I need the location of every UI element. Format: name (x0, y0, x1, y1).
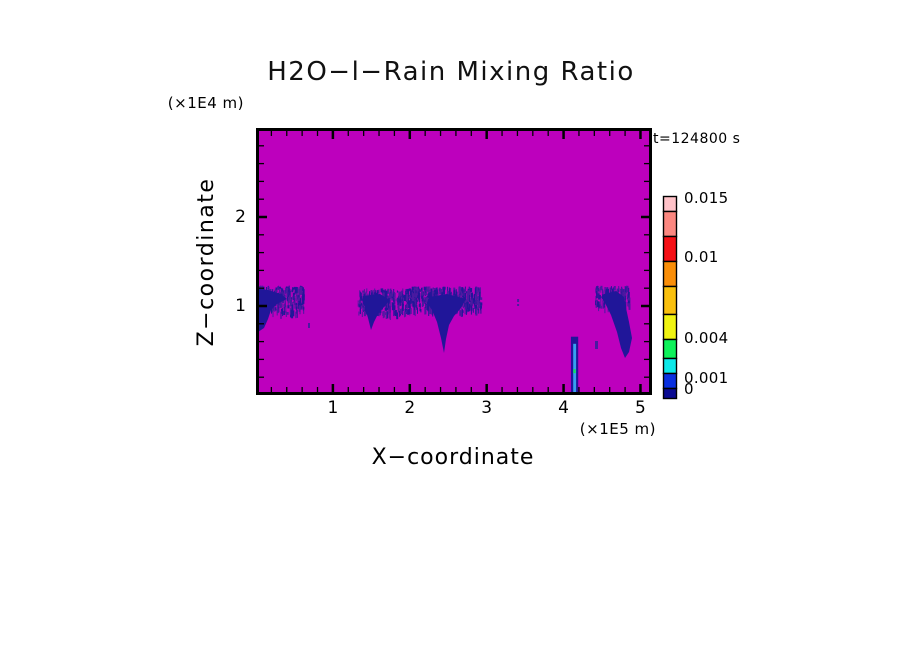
colorbar-segment (662, 285, 678, 316)
rain-shaft-core (256, 288, 287, 332)
colorbar-segment (662, 387, 678, 400)
z-tick-label: 1 (235, 296, 246, 316)
x-axis-title: X−coordinate (371, 445, 535, 470)
isolated-speck (517, 304, 520, 306)
rain-streak-green-speck (573, 369, 576, 374)
colorbar-tick-label: 0.004 (684, 329, 729, 347)
colorbar-segment (662, 210, 678, 238)
colorbar-tick-label: 0 (684, 380, 694, 398)
z-axis-title: Z−coordinate (194, 177, 219, 347)
chart-title: H2O−l−Rain Mixing Ratio (267, 57, 635, 87)
x-tick-label: 2 (404, 398, 416, 418)
time-stamp-label: t=124800 s (653, 131, 741, 147)
plot-area (256, 128, 652, 395)
colorbar-segment (662, 372, 678, 390)
plot-background (256, 128, 652, 395)
z-tick-label: 2 (235, 207, 246, 227)
x-axis-unit-label: (×1E5 m) (579, 420, 656, 438)
rain-shaft-core (601, 291, 632, 358)
x-tick-label: 4 (558, 398, 569, 418)
colorbar-segment (662, 195, 678, 213)
isolated-speck (308, 323, 310, 328)
colorbar-segment (662, 357, 678, 375)
colorbar (662, 195, 678, 400)
colorbar-segment (662, 338, 678, 360)
y-axis-unit-label: (×1E4 m) (167, 94, 244, 112)
x-tick-label: 1 (327, 398, 339, 418)
plot-frame (256, 128, 652, 395)
rain-shaft-core (427, 294, 466, 353)
colorbar-tick-label: 0.001 (684, 369, 729, 387)
isolated-speck (517, 299, 520, 302)
colorbar-segment (662, 235, 678, 263)
x-tick-label: 3 (481, 398, 493, 418)
rain-streak-core (573, 343, 577, 394)
colorbar-tick-label: 0.01 (684, 248, 719, 266)
x-tick-label: 5 (635, 398, 646, 418)
rain-shaft-core (362, 294, 390, 330)
colorbar-segment (662, 313, 678, 341)
isolated-speck (595, 341, 598, 349)
colorbar-tick-label: 0.015 (684, 189, 729, 207)
colorbar-segment (662, 260, 678, 288)
